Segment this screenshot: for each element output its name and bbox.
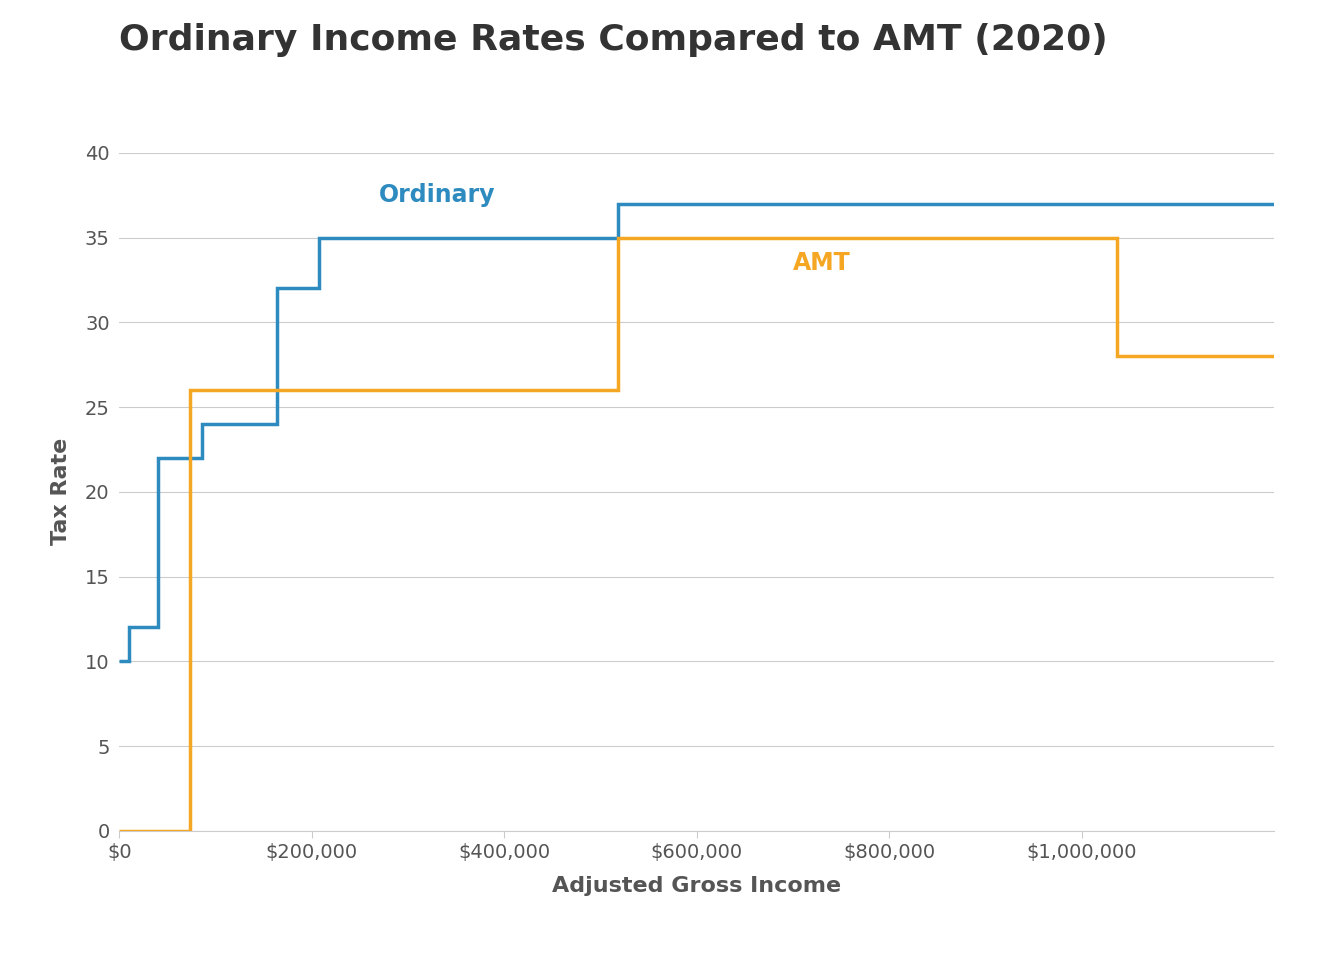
Text: TAX FOUNDATION: TAX FOUNDATION bbox=[20, 909, 227, 929]
Y-axis label: Tax Rate: Tax Rate bbox=[50, 438, 70, 545]
Text: Ordinary Income Rates Compared to AMT (2020): Ordinary Income Rates Compared to AMT (2… bbox=[119, 23, 1108, 57]
Text: Ordinary: Ordinary bbox=[380, 183, 496, 207]
X-axis label: Adjusted Gross Income: Adjusted Gross Income bbox=[552, 876, 841, 896]
Text: @TaxFoundation: @TaxFoundation bbox=[1115, 909, 1307, 929]
Text: AMT: AMT bbox=[792, 251, 851, 275]
